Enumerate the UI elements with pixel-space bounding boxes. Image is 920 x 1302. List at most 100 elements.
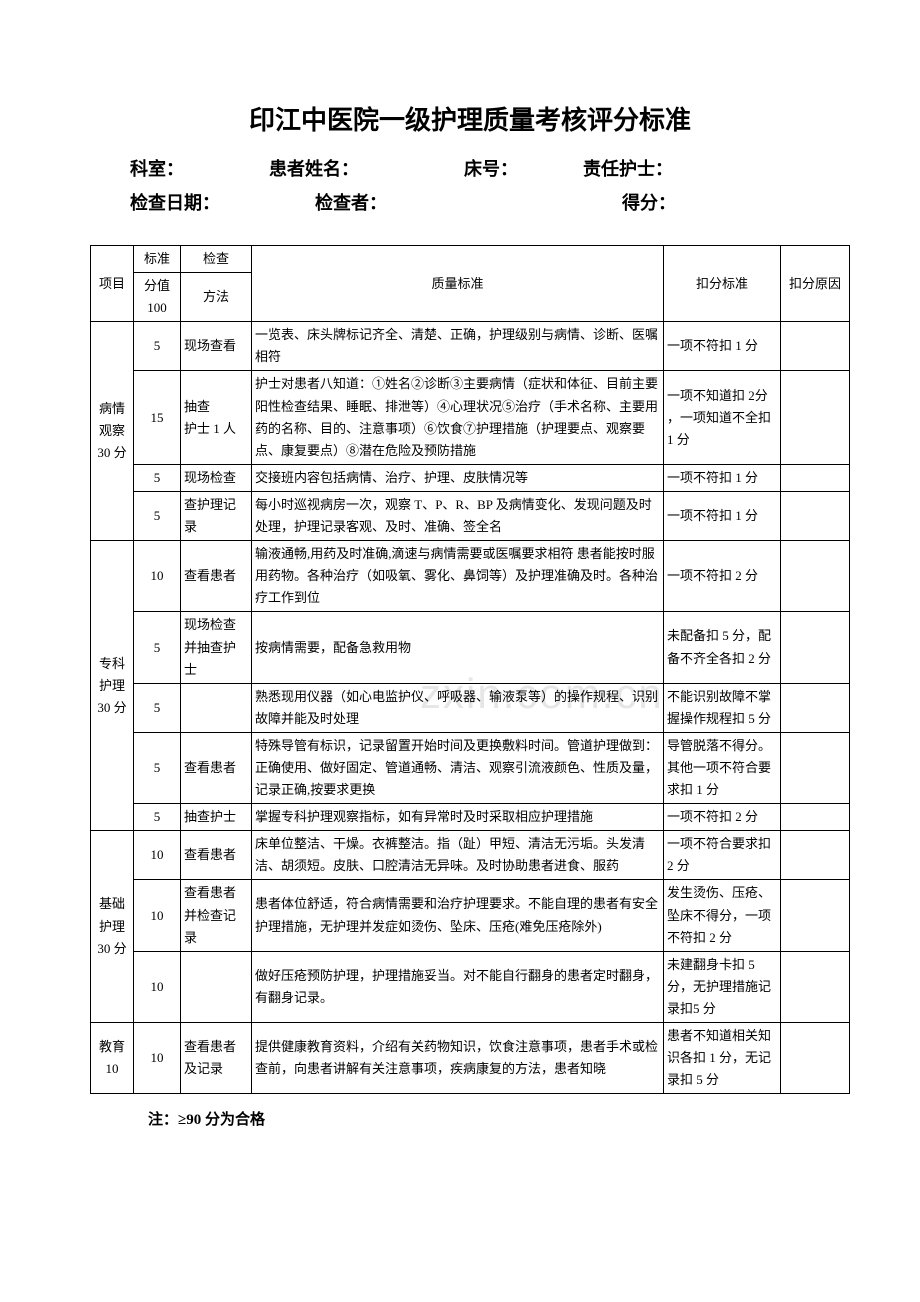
checker-label: 检查者： — [315, 193, 387, 213]
cell-score: 10 — [134, 951, 181, 1022]
cell-reason — [781, 1023, 850, 1094]
section-name: 基础护理 30 分 — [91, 831, 134, 1023]
cell-ded: 一项不符扣 1 分 — [664, 322, 781, 371]
cell-ded: 未配备扣 5 分，配备不齐全各扣 2 分 — [664, 612, 781, 683]
info-line-1: 科室： 患者姓名： 床号： 责任护士： — [130, 155, 850, 181]
hdr-reason: 扣分原因 — [781, 246, 850, 322]
page-title: 印江中医院一级护理质量考核评分标准 — [90, 100, 850, 137]
table-row: 10 查看患者并检查记录 患者体位舒适，符合病情需要和治疗护理要求。不能自理的患… — [91, 880, 850, 951]
cell-reason — [781, 464, 850, 491]
page: zxin.com.cn 印江中医院一级护理质量考核评分标准 科室： 患者姓名： … — [0, 0, 920, 1189]
cell-ded: 发生烫伤、压疮、坠床不得分，一项不符扣 2 分 — [664, 880, 781, 951]
cell-score: 5 — [134, 683, 181, 732]
cell-score: 5 — [134, 464, 181, 491]
cell-quality: 掌握专科护理观察指标，如有异常时及时采取相应护理措施 — [252, 804, 664, 831]
cell-score: 10 — [134, 831, 181, 880]
table-row: 15 抽查 护士 1 人 护士对患者八知道：①姓名②诊断③主要病情（症状和体征、… — [91, 371, 850, 464]
hdr-method-top: 检查 — [181, 246, 252, 273]
cell-method — [181, 683, 252, 732]
cell-method: 现场查看 — [181, 322, 252, 371]
name-label: 患者姓名： — [269, 159, 359, 179]
cell-ded: 一项不符合要求扣 2 分 — [664, 831, 781, 880]
cell-reason — [781, 831, 850, 880]
table-row: 专科护理30 分 10 查看患者 输液通畅,用药及时准确,滴速与病情需要或医嘱要… — [91, 541, 850, 612]
cell-method: 查看患者并检查记录 — [181, 880, 252, 951]
cell-score: 10 — [134, 880, 181, 951]
cell-reason — [781, 732, 850, 803]
table-row: 5 查护理记录 每小时巡视病房一次，观察 T、P、R、BP 及病情变化、发现问题… — [91, 491, 850, 540]
cell-ded: 导管脱落不得分。其他一项不符合要求扣 1 分 — [664, 732, 781, 803]
cell-quality: 一览表、床头牌标记齐全、清楚、正确，护理级别与病情、诊断、医嘱相符 — [252, 322, 664, 371]
table-row: 10 做好压疮预防护理，护理措施妥当。对不能自行翻身的患者定时翻身，有翻身记录。… — [91, 951, 850, 1022]
cell-quality: 熟悉现用仪器（如心电监护仪、呼吸器、输液泵等）的操作规程、识别故障并能及时处理 — [252, 683, 664, 732]
table-row: 5 现场检查 交接班内容包括病情、治疗、护理、皮肤情况等 一项不符扣 1 分 — [91, 464, 850, 491]
cell-quality: 交接班内容包括病情、治疗、护理、皮肤情况等 — [252, 464, 664, 491]
cell-method — [181, 951, 252, 1022]
cell-reason — [781, 804, 850, 831]
cell-score: 5 — [134, 732, 181, 803]
cell-score: 5 — [134, 804, 181, 831]
cell-reason — [781, 612, 850, 683]
bed-label: 床号： — [464, 159, 518, 179]
cell-method: 抽查 护士 1 人 — [181, 371, 252, 464]
table-row: 5 现场检查并抽查护士 按病情需要，配备急救用物 未配备扣 5 分，配备不齐全各… — [91, 612, 850, 683]
cell-ded: 未建翻身卡扣 5 分，无护理措施记录扣5 分 — [664, 951, 781, 1022]
cell-reason — [781, 951, 850, 1022]
hdr-ded: 扣分标准 — [664, 246, 781, 322]
cell-ded: 患者不知道相关知识各扣 1 分，无记录扣 5 分 — [664, 1023, 781, 1094]
table-row: 教育 10 10 查看患者及记录 提供健康教育资料，介绍有关药物知识，饮食注意事… — [91, 1023, 850, 1094]
cell-quality: 做好压疮预防护理，护理措施妥当。对不能自行翻身的患者定时翻身，有翻身记录。 — [252, 951, 664, 1022]
cell-quality: 特殊导管有标识，记录留置开始时间及更换敷料时间。管道护理做到：正确使用、做好固定… — [252, 732, 664, 803]
table-row: 5 查看患者 特殊导管有标识，记录留置开始时间及更换敷料时间。管道护理做到：正确… — [91, 732, 850, 803]
cell-reason — [781, 491, 850, 540]
cell-ded: 一项不符扣 1 分 — [664, 464, 781, 491]
scoring-table: 项目 标准 检查 质量标准 扣分标准 扣分原因 分值100 方法 病情观察30 … — [90, 245, 850, 1094]
nurse-label: 责任护士： — [583, 159, 673, 179]
cell-score: 15 — [134, 371, 181, 464]
header-row: 项目 标准 检查 质量标准 扣分标准 扣分原因 — [91, 246, 850, 273]
cell-score: 10 — [134, 1023, 181, 1094]
cell-quality: 患者体位舒适，符合病情需要和治疗护理要求。不能自理的患者有安全护理措施，无护理并… — [252, 880, 664, 951]
cell-method: 查看患者 — [181, 541, 252, 612]
cell-method: 现场检查 — [181, 464, 252, 491]
cell-ded: 一项不符扣 2 分 — [664, 804, 781, 831]
cell-score: 5 — [134, 612, 181, 683]
cell-quality: 提供健康教育资料，介绍有关药物知识，饮食注意事项，患者手术或检查前，向患者讲解有… — [252, 1023, 664, 1094]
hdr-method-bottom: 方法 — [181, 273, 252, 322]
cell-quality: 每小时巡视病房一次，观察 T、P、R、BP 及病情变化、发现问题及时处理，护理记… — [252, 491, 664, 540]
score-label: 得分： — [622, 193, 676, 213]
cell-reason — [781, 683, 850, 732]
hdr-std-top: 标准 — [134, 246, 181, 273]
date-label: 检查日期： — [130, 193, 220, 213]
table-row: 病情观察30 分 5 现场查看 一览表、床头牌标记齐全、清楚、正确，护理级别与病… — [91, 322, 850, 371]
cell-reason — [781, 880, 850, 951]
hdr-quality: 质量标准 — [252, 246, 664, 322]
section-name: 专科护理30 分 — [91, 541, 134, 831]
cell-reason — [781, 371, 850, 464]
cell-method: 查看患者 — [181, 732, 252, 803]
cell-score: 5 — [134, 322, 181, 371]
cell-quality: 按病情需要，配备急救用物 — [252, 612, 664, 683]
cell-reason — [781, 541, 850, 612]
table-row: 5 抽查护士 掌握专科护理观察指标，如有异常时及时采取相应护理措施 一项不符扣 … — [91, 804, 850, 831]
cell-ded: 不能识别故障不掌握操作规程扣 5 分 — [664, 683, 781, 732]
cell-method: 查护理记录 — [181, 491, 252, 540]
cell-method: 抽查护士 — [181, 804, 252, 831]
hdr-project: 项目 — [91, 246, 134, 322]
cell-ded: 一项不符扣 2 分 — [664, 541, 781, 612]
cell-score: 5 — [134, 491, 181, 540]
section-name: 病情观察30 分 — [91, 322, 134, 541]
cell-reason — [781, 322, 850, 371]
table-row: 基础护理 30 分 10 查看患者 床单位整洁、干燥。衣裤整洁。指（趾）甲短、清… — [91, 831, 850, 880]
cell-method: 查看患者及记录 — [181, 1023, 252, 1094]
info-line-2: 检查日期： 检查者： 得分： — [130, 189, 850, 215]
cell-score: 10 — [134, 541, 181, 612]
section-name: 教育 10 — [91, 1023, 134, 1094]
cell-ded: 一项不符扣 1 分 — [664, 491, 781, 540]
cell-method: 现场检查并抽查护士 — [181, 612, 252, 683]
cell-method: 查看患者 — [181, 831, 252, 880]
dept-label: 科室： — [130, 159, 184, 179]
cell-quality: 输液通畅,用药及时准确,滴速与病情需要或医嘱要求相符 患者能按时服用药物。各种治… — [252, 541, 664, 612]
cell-ded: 一项不知道扣 2分 ，一项知道不全扣 1 分 — [664, 371, 781, 464]
cell-quality: 护士对患者八知道：①姓名②诊断③主要病情（症状和体征、目前主要阳性检查结果、睡眠… — [252, 371, 664, 464]
